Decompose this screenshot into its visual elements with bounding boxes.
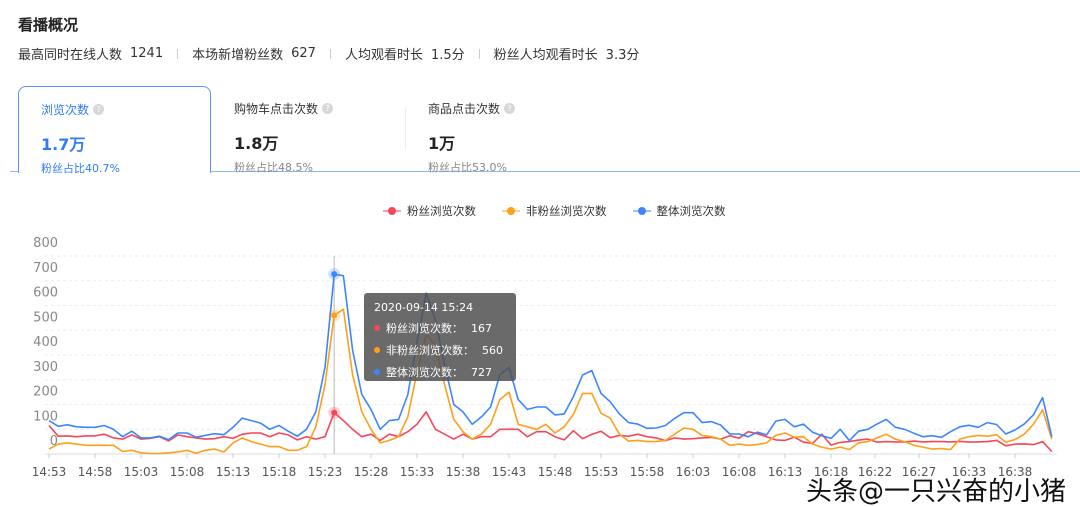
data-point [331,409,338,416]
stat-value: 627 [291,46,316,61]
legend-label: 非粉丝浏览次数 [526,204,607,218]
tooltip-title: 2020-09-14 15:24 [374,301,474,314]
dot-icon [374,347,380,353]
stat-label: 最高同时在线人数 [18,48,123,63]
x-tick-label: 15:48 [538,465,573,479]
series-line-2 [48,273,1053,442]
stat-label: 本场新增粉丝数 [192,48,284,63]
tooltip-label: 粉丝浏览次数： [386,322,463,335]
stat-label: 粉丝人均观看时长 [493,48,598,63]
x-tick-label: 15:28 [354,465,389,479]
x-tick-label: 16:27 [902,465,937,479]
series-line-1 [48,308,1053,455]
dot-icon [374,325,380,331]
x-tick-label: 14:53 [32,465,67,479]
x-tick-label: 16:33 [952,465,987,479]
x-tick-label: 15:08 [170,465,205,479]
x-tick-label: 15:33 [400,465,435,479]
tooltip-value: 167 [471,321,492,335]
legend-label: 整体浏览次数 [656,204,726,218]
x-tick-label: 14:58 [78,465,113,479]
tab-views[interactable]: 浏览次数? 1.7万 粉丝占比40.7% [18,86,211,175]
y-tick-label: 200 [33,385,58,400]
x-tick-label: 15:43 [492,465,527,479]
stat-value: 1241 [130,46,164,61]
legend-item-nonfans[interactable]: 非粉丝浏览次数 [502,203,607,219]
tab-underline [10,171,1080,172]
divider [405,108,406,150]
x-tick-label: 15:58 [630,465,665,479]
tab-cart-clicks[interactable]: 购物车点击次数? 1.8万 粉丝占比48.5% [212,86,402,174]
x-tick-label: 15:53 [584,465,619,479]
tab-fan-ratio: 粉丝占比48.5% [234,161,313,174]
y-tick-label: 500 [33,310,58,325]
stat-value: 3.3分 [605,48,640,63]
page-title: 看播概况 [18,16,79,34]
stat-value: 1.5分 [430,48,465,63]
legend-item-total[interactable]: 整体浏览次数 [632,203,726,219]
stat-label: 人均观看时长 [344,48,423,63]
x-tick-label: 16:13 [768,465,803,479]
tab-value: 1.7万 [41,135,86,154]
x-tick-label: 15:03 [124,465,159,479]
chart-legend: 粉丝浏览次数 非粉丝浏览次数 整体浏览次数 [383,203,752,219]
chart-tooltip: 2020-09-14 15:24 粉丝浏览次数： 167 非粉丝浏览次数： 560 … [364,293,516,381]
data-point [331,312,338,319]
divider [329,48,331,59]
x-tick-label: 16:18 [814,465,849,479]
tooltip-label: 非粉丝浏览次数： [386,344,474,357]
question-circle-icon[interactable]: ? [322,103,334,114]
tab-product-clicks[interactable]: 商品点击次数? 1万 粉丝占比53.0% [406,86,596,174]
tab-fan-ratio: 粉丝占比53.0% [428,161,507,174]
tab-value: 1.8万 [234,134,279,153]
legend-label: 粉丝浏览次数 [407,204,476,218]
data-point [331,271,338,278]
tab-label: 浏览次数 [41,103,90,117]
x-tick-label: 15:13 [216,465,251,479]
x-tick-label: 16:38 [998,465,1033,479]
x-tick-label: 15:18 [262,465,297,479]
x-tick-label: 15:23 [308,465,343,479]
question-circle-icon[interactable]: ? [93,104,105,115]
y-tick-label: 700 [33,261,58,276]
y-tick-label: 0 [50,434,58,449]
tab-label: 商品点击次数 [428,102,501,116]
y-tick-label: 600 [33,286,58,301]
y-tick-label: 400 [33,335,58,350]
tab-fan-ratio: 粉丝占比40.7% [41,162,120,175]
y-tick-label: 100 [33,409,58,424]
tab-value: 1万 [428,134,456,153]
x-tick-label: 16:08 [722,465,757,479]
stats-bar: 最高同时在线人数 1241 本场新增粉丝数 627 人均观看时长 1.5分 粉丝人均观… [18,44,639,63]
y-tick-label: 800 [33,236,58,251]
divider [478,48,480,59]
x-tick-label: 15:38 [446,465,481,479]
tab-label: 购物车点击次数 [234,102,319,116]
legend-item-fans[interactable]: 粉丝浏览次数 [383,203,476,219]
question-circle-icon[interactable]: ? [504,103,516,114]
y-tick-label: 300 [33,360,58,375]
tooltip-label: 整体浏览次数： [386,366,463,379]
x-tick-label: 16:22 [858,465,893,479]
x-tick-label: 16:03 [676,465,711,479]
watermark: 头条@一只兴奋的小猪 [805,477,1066,507]
tooltip-value: 560 [482,343,503,357]
dot-icon [374,369,380,375]
series-line-0 [48,411,1053,453]
divider [177,48,179,59]
tooltip-value: 727 [471,365,492,379]
